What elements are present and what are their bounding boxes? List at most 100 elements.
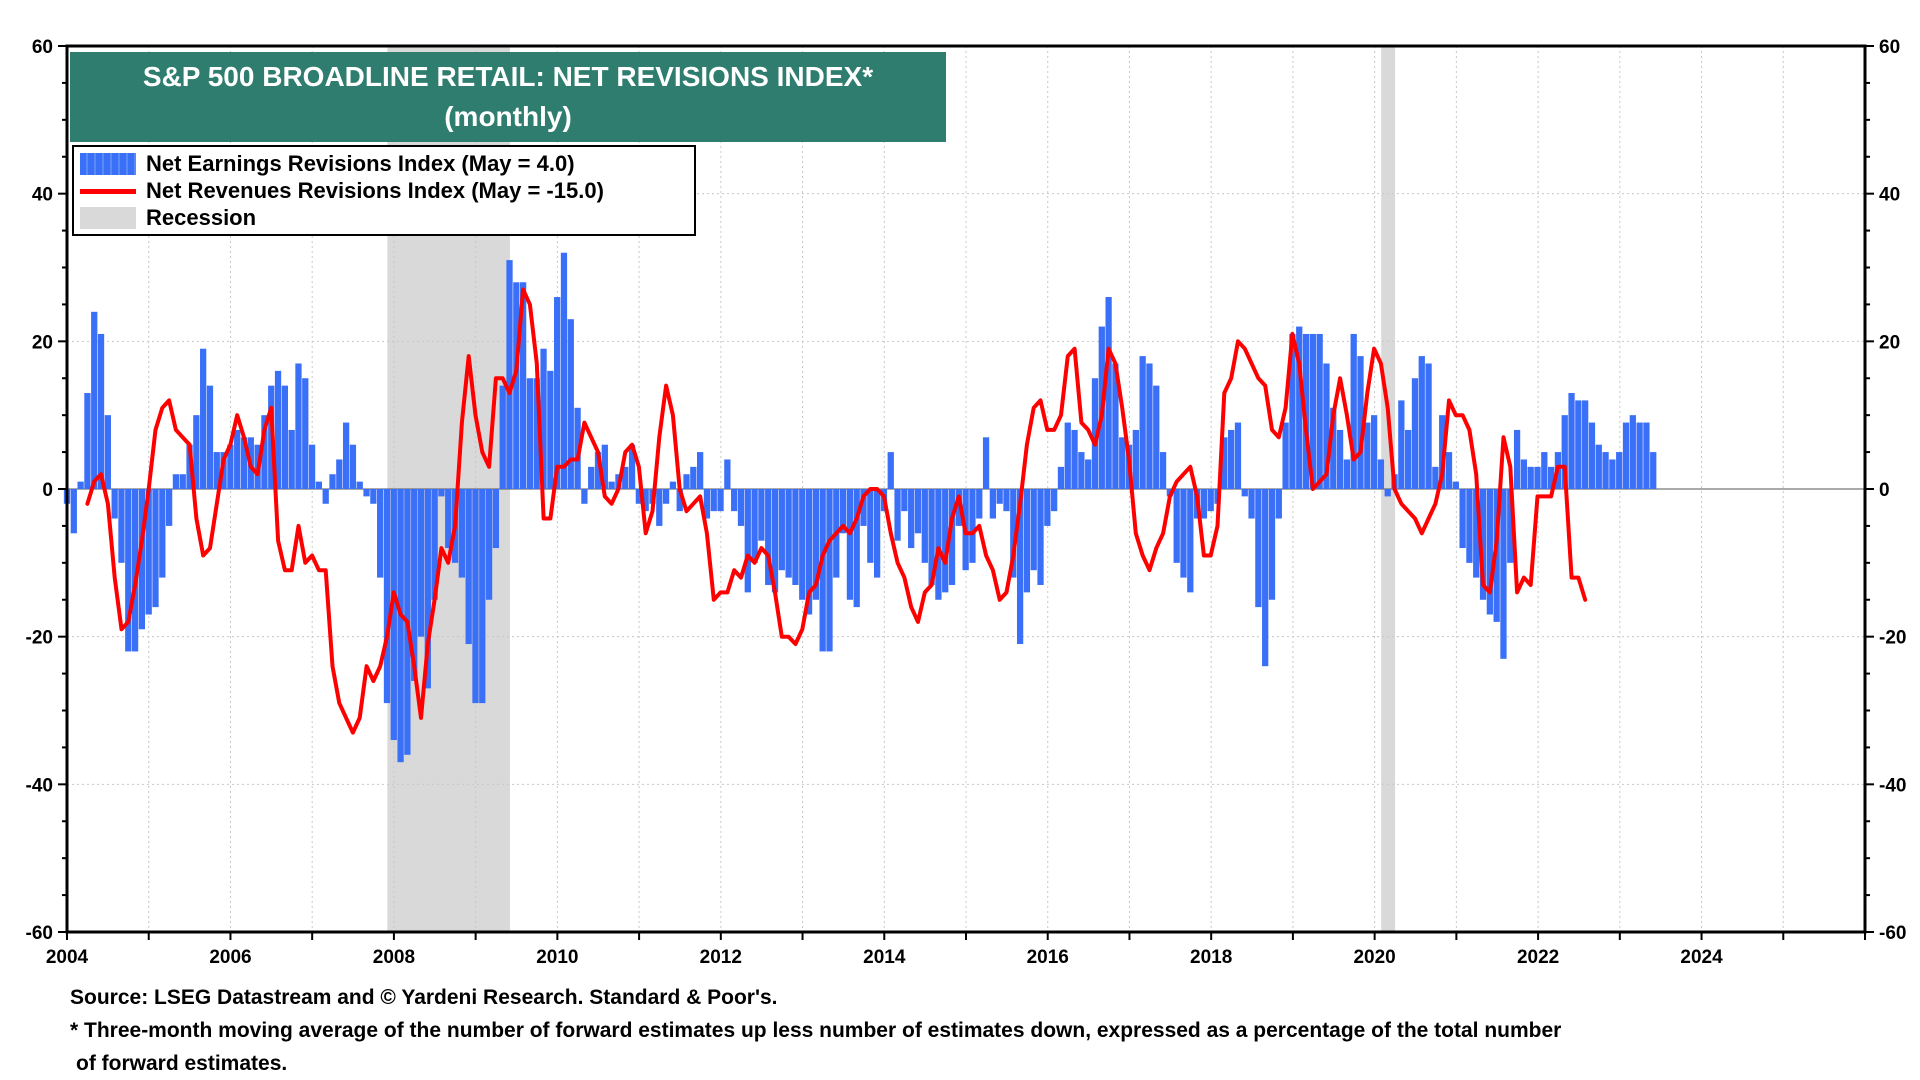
earnings-bar (1330, 407, 1337, 489)
earnings-bar (867, 489, 874, 563)
legend-swatch-recession (80, 207, 136, 229)
earnings-bar (1296, 326, 1303, 489)
earnings-bar (1268, 489, 1276, 600)
earnings-bar (683, 474, 690, 489)
earnings-bar (853, 489, 860, 608)
earnings-bar (1350, 333, 1357, 489)
earnings-bar (976, 489, 983, 519)
earnings-bar (519, 282, 527, 489)
x-label: 2008 (373, 947, 415, 968)
earnings-bar (193, 415, 200, 489)
earnings-bar (526, 378, 534, 489)
earnings-bar (302, 378, 309, 489)
earnings-bar (240, 437, 248, 489)
chart-title: S&P 500 BROADLINE RETAIL: NET REVISIONS … (142, 61, 874, 92)
earnings-bar (138, 489, 146, 630)
earnings-bar (506, 260, 513, 489)
earnings-bar (805, 489, 813, 615)
earnings-bar (411, 489, 418, 681)
earnings-bar (370, 489, 377, 504)
earnings-bar (1316, 333, 1323, 489)
x-label: 2012 (700, 947, 742, 968)
earnings-bar (1541, 452, 1548, 489)
earnings-bar (567, 319, 574, 489)
earnings-bar (1425, 363, 1432, 489)
earnings-bar (1187, 489, 1194, 593)
earnings-bar (901, 489, 908, 512)
earnings-bar (424, 489, 431, 689)
earnings-bar (336, 459, 343, 489)
earnings-bar (1091, 378, 1099, 489)
footer-note-line1: * Three-month moving average of the numb… (70, 1019, 1562, 1042)
legend-label-revenues: Net Revenues Revisions Index (May = -15.… (146, 178, 604, 203)
earnings-bar (390, 489, 397, 741)
earnings-bar (1085, 459, 1092, 489)
earnings-bar (1507, 489, 1514, 563)
earnings-bar (1479, 489, 1487, 600)
earnings-bar (1473, 489, 1480, 578)
axis-ticks (58, 45, 1874, 940)
legend-label-recession: Recession (146, 205, 257, 230)
earnings-bar (1609, 459, 1616, 489)
earnings-bar (1636, 422, 1643, 489)
earnings-bar (1418, 356, 1425, 489)
earnings-bar (458, 489, 465, 578)
earnings-bar (1364, 422, 1371, 489)
earnings-bar (1439, 415, 1446, 489)
earnings-bar (1534, 466, 1541, 489)
earnings-bar (690, 466, 697, 489)
earnings-bar (1561, 415, 1568, 489)
earnings-bar (111, 489, 118, 519)
x-label: 2014 (863, 947, 906, 968)
earnings-bar (547, 370, 554, 489)
earnings-bar (1432, 466, 1439, 489)
legend-item-earnings: Net Earnings Revisions Index (May = 4.0) (80, 151, 575, 176)
earnings-bar (731, 489, 738, 512)
earnings-bar (1486, 489, 1493, 615)
earnings-bar (1500, 489, 1507, 659)
earnings-bar (1357, 356, 1364, 489)
earnings-bar (1003, 489, 1010, 512)
earnings-bar (1384, 489, 1391, 497)
earnings-bar (234, 429, 241, 489)
earnings-bar (1616, 452, 1623, 489)
y-label-left: 0 (42, 480, 53, 501)
earnings-bar (261, 415, 268, 489)
earnings-bar (1650, 452, 1657, 489)
x-label: 2016 (1027, 947, 1069, 968)
earnings-bar (533, 378, 540, 489)
earnings-bar (417, 489, 425, 637)
earnings-bar (349, 444, 357, 489)
earnings-bar (1207, 489, 1214, 512)
y-label-right: -60 (1879, 923, 1906, 944)
earnings-bar (145, 489, 152, 615)
earnings-bar (1629, 415, 1636, 489)
earnings-bar (438, 489, 445, 497)
earnings-bar (1588, 422, 1596, 489)
earnings-bar (1323, 363, 1330, 489)
y-label-right: -20 (1879, 628, 1906, 649)
earnings-bar (1173, 489, 1180, 563)
earnings-bar (1595, 444, 1602, 489)
legend-swatch-line (80, 188, 136, 194)
revenues-line-group (85, 287, 1588, 735)
earnings-bar (281, 385, 288, 489)
earnings-bar (227, 444, 234, 489)
earnings-bar (1228, 429, 1235, 489)
earnings-bar (1452, 481, 1459, 489)
legend-item-revenues: Net Revenues Revisions Index (May = -15.… (80, 178, 604, 203)
earnings-bar (1377, 459, 1385, 489)
earnings-bar (601, 444, 608, 489)
y-label-right: 60 (1879, 37, 1900, 58)
earnings-bar (914, 489, 922, 534)
earnings-bar (996, 489, 1003, 504)
earnings-bar (588, 466, 595, 489)
y-label-left: -40 (26, 775, 53, 796)
earnings-bar (179, 474, 186, 489)
earnings-bar (1411, 378, 1419, 489)
earnings-bar (622, 466, 629, 489)
earnings-bar (1064, 422, 1071, 489)
earnings-bar (1044, 489, 1051, 526)
earnings-bar (1139, 356, 1146, 489)
earnings-bar (908, 489, 915, 549)
